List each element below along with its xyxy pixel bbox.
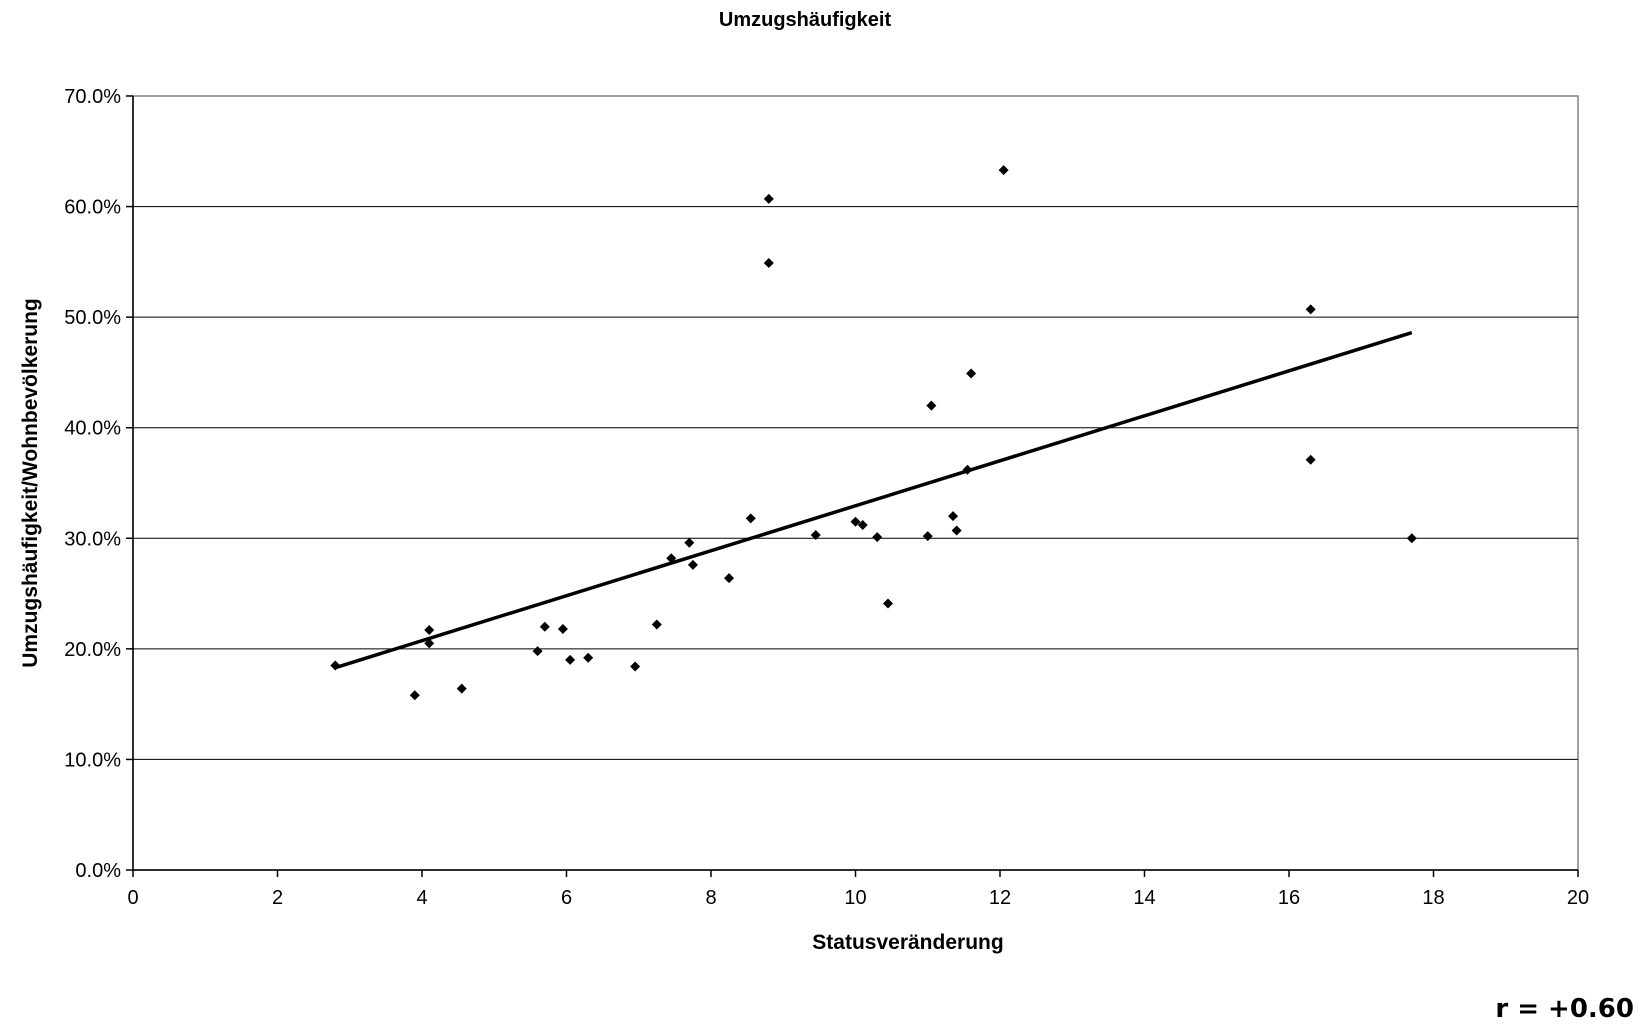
y-axis-ticks: 0.0% 10.0% 20.0% 30.0% 40.0% 50.0% 60.0% 70.0%	[64, 86, 133, 882]
data-point	[1305, 304, 1316, 315]
data-point	[1305, 454, 1316, 465]
y-tick-label: 30.0%	[64, 528, 121, 550]
x-tick-label: 0	[127, 887, 138, 909]
data-point	[532, 646, 543, 657]
x-tick-label: 12	[989, 887, 1011, 909]
correlation-label: r = +0.60	[1495, 994, 1634, 1024]
y-axis-title: Umzugshäufigkeit/Wohnbevölkerung	[19, 298, 42, 667]
data-point	[1406, 533, 1417, 544]
data-point	[666, 553, 677, 564]
data-point	[857, 520, 868, 531]
data-point	[763, 193, 774, 204]
plot-area	[132, 95, 1579, 871]
data-points	[330, 165, 1417, 701]
data-point	[962, 464, 973, 475]
y-tick-label: 70.0%	[64, 86, 121, 108]
x-tick-label: 8	[705, 887, 716, 909]
y-tick-label: 0.0%	[75, 860, 121, 882]
x-tick-label: 14	[1133, 887, 1155, 909]
x-tick-label: 4	[416, 887, 427, 909]
x-axis-title: Statusveränderung	[812, 931, 1003, 954]
x-tick-label: 10	[844, 887, 866, 909]
y-tick-label: 50.0%	[64, 307, 121, 329]
data-point	[810, 529, 821, 540]
x-tick-label: 16	[1278, 887, 1300, 909]
data-point	[724, 573, 735, 584]
data-point	[998, 165, 1009, 176]
data-point	[456, 683, 467, 694]
x-tick-label: 6	[561, 887, 572, 909]
data-point	[745, 513, 756, 524]
data-point	[850, 516, 861, 527]
data-point	[630, 661, 641, 672]
y-tick-label: 40.0%	[64, 418, 121, 440]
y-tick-label: 20.0%	[64, 639, 121, 661]
gridlines	[133, 206, 1578, 760]
data-point	[883, 598, 894, 609]
data-point	[409, 690, 420, 701]
x-axis-ticks: 0 2 4 6 8 10 12 14 16 18 20	[127, 870, 1589, 909]
data-point	[539, 621, 550, 632]
data-point	[948, 511, 959, 522]
data-point	[872, 532, 883, 543]
trendline	[334, 330, 1413, 670]
data-point	[565, 654, 576, 665]
data-point	[951, 525, 962, 536]
chart-title: Umzugshäufigkeit	[719, 9, 892, 31]
data-point	[557, 623, 568, 634]
y-tick-label: 60.0%	[64, 197, 121, 219]
data-point	[763, 257, 774, 268]
data-point	[330, 660, 341, 671]
data-point	[424, 625, 435, 636]
data-point	[424, 638, 435, 649]
data-point	[583, 652, 594, 663]
data-point	[684, 537, 695, 548]
data-point	[922, 531, 933, 542]
x-tick-label: 2	[272, 887, 283, 909]
x-tick-label: 18	[1422, 887, 1444, 909]
x-tick-label: 20	[1567, 887, 1589, 909]
data-point	[687, 559, 698, 570]
data-point	[651, 619, 662, 630]
data-point	[966, 368, 977, 379]
data-point	[926, 400, 937, 411]
y-tick-label: 10.0%	[64, 749, 121, 771]
